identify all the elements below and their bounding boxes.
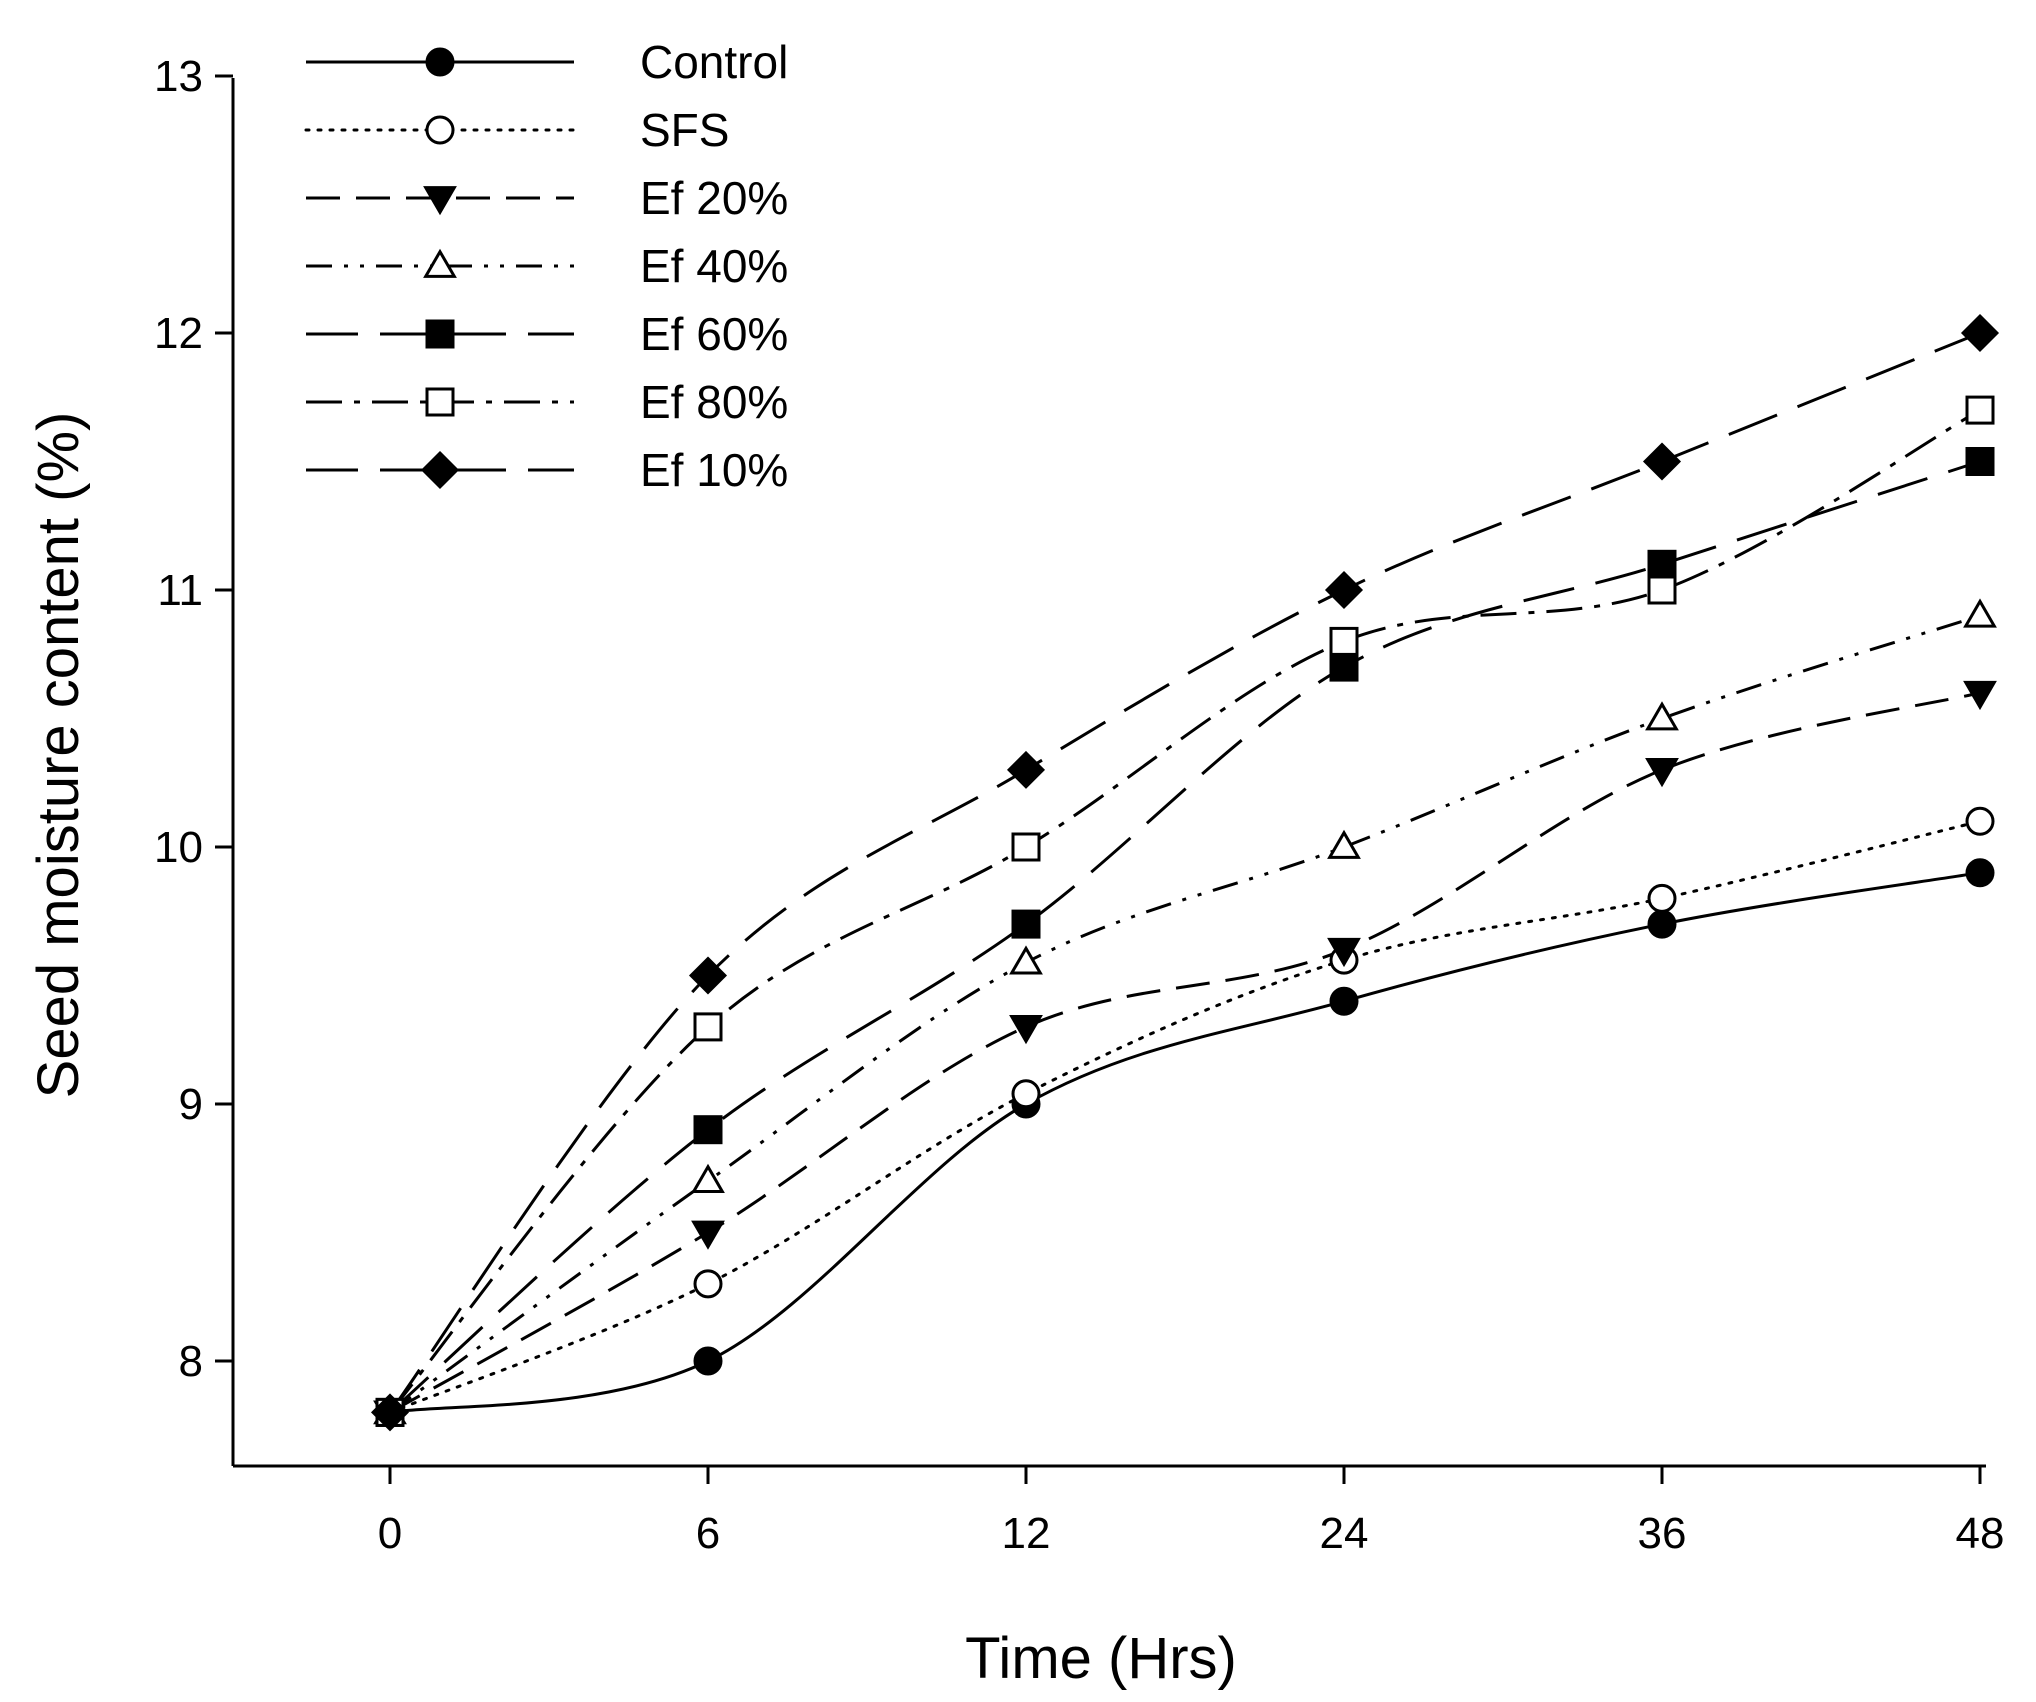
data-point-ef-60 [693,1115,723,1145]
legend-label-control: Control [640,36,788,88]
data-point-sfs [1011,1079,1041,1109]
series-lines [388,331,1982,1414]
data-point-ef-40 [1327,829,1361,859]
legend-label-ef-10: Ef 10% [640,444,788,496]
legend-label-ef-80: Ef 80% [640,376,788,428]
data-point-sfs [1647,883,1677,913]
x-tick-label: 24 [1320,1509,1369,1558]
y-tick-label: 9 [179,1080,203,1129]
data-point-ef-80 [693,1012,723,1042]
legend-marker-ef-80 [425,387,455,417]
data-point-ef-80 [1965,395,1995,425]
data-point-ef-10 [1006,750,1046,789]
y-tick-label: 13 [154,52,203,101]
axes: 8 9 10 11 12 13 0 6 12 24 36 48 [154,52,2004,1558]
x-tick-label: 6 [696,1509,720,1558]
series-line-sfs [388,819,1982,1414]
data-point-ef-20 [1009,1015,1043,1045]
series-markers [370,313,2000,1432]
x-tick-label: 0 [378,1509,402,1558]
data-point-ef-40 [691,1163,725,1193]
data-point-ef-60 [1647,549,1677,579]
data-point-ef-10 [1960,313,2000,353]
y-tick-label: 10 [154,823,203,872]
legend-label-sfs: SFS [640,104,729,156]
data-point-ef-40 [1009,945,1043,975]
series-line-ef-80 [388,408,1981,1414]
data-point-ef-20 [1963,680,1997,711]
series-line-control [389,871,1981,1414]
series-line-ef-10 [388,331,1981,1414]
series-line-ef-60 [389,460,1981,1414]
y-tick-label: 12 [154,309,203,358]
data-point-ef-40 [1963,598,1997,628]
legend: Control SFS Ef 20% Ef 40% Ef 60% Ef 80% Ef 10% [304,36,788,496]
data-point-ef-10 [1324,570,1364,610]
data-point-ef-80 [1329,626,1359,656]
data-point-ef-60 [1965,447,1995,476]
x-tick-label: 48 [1956,1509,2005,1558]
legend-marker-sfs [425,115,455,145]
series-line-ef-20 [389,691,1981,1414]
legend-marker-ef-20 [423,186,457,216]
data-point-control [1329,986,1359,1016]
data-point-ef-20 [1645,758,1679,788]
data-point-control [1965,858,1995,888]
legend-marker-control [425,47,455,77]
data-point-ef-40 [1645,701,1679,731]
data-point-ef-80 [1647,575,1677,605]
legend-label-ef-20: Ef 20% [640,172,788,224]
data-point-control [1647,909,1677,939]
legend-label-ef-60: Ef 60% [640,308,788,360]
data-point-sfs [1965,806,1995,836]
legend-marker-ef-60 [425,319,455,349]
x-tick-label: 36 [1638,1509,1687,1558]
data-point-ef-20 [691,1220,725,1250]
legend-label-ef-40: Ef 40% [640,240,788,292]
data-point-ef-60 [1329,652,1359,682]
y-axis-title: Seed moisture content (%) [26,412,91,1099]
y-tick-label: 8 [179,1337,203,1386]
legend-marker-ef-40 [423,248,457,278]
data-point-ef-80 [1011,832,1041,862]
data-point-sfs [693,1269,723,1299]
data-point-ef-20 [1327,937,1361,968]
data-point-ef-10 [370,1393,410,1432]
series-line-ef-40 [389,614,1981,1414]
data-point-ef-10 [688,956,728,995]
data-point-ef-60 [1011,909,1041,939]
legend-marker-ef-10 [420,450,460,490]
x-tick-label: 12 [1002,1509,1051,1558]
x-axis-title: Time (Hrs) [965,1626,1237,1691]
data-point-control [693,1346,723,1376]
data-point-ef-10 [1642,442,1682,481]
y-tick-label: 11 [157,566,203,615]
